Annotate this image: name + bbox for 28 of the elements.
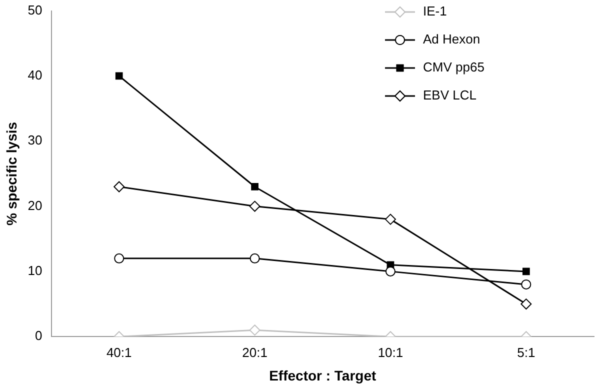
point [249,324,260,336]
x-tick-label: 20:1 [242,344,268,360]
y-tick-label: 30 [28,132,42,148]
point [521,279,532,290]
x-tick-label: 10:1 [378,344,404,360]
x-tick-label: 40:1 [106,344,132,360]
y-axis-title: % specific lysis [3,122,20,226]
y-tick-label: 10 [28,263,42,278]
legend-label: IE-1 [423,4,447,19]
point [520,298,532,310]
y-tick-label: 0 [35,328,42,344]
y-tick-label: 50 [28,2,42,18]
point [250,253,260,264]
point [115,72,123,80]
legend-label: EBV LCL [423,88,476,103]
x-tick-label: 5:1 [517,344,536,360]
legend-label: CMV pp65 [423,60,484,75]
x-axis-title: Effector : Target [269,367,377,384]
point [251,183,258,190]
y-tick-label: 20 [28,198,42,213]
point [114,181,125,192]
point [385,266,396,276]
legend-label: Ad Hexon [423,32,480,47]
point [114,253,124,264]
point [522,268,530,276]
point [384,214,396,225]
point [249,200,260,212]
y-tick-label: 40 [28,68,42,83]
